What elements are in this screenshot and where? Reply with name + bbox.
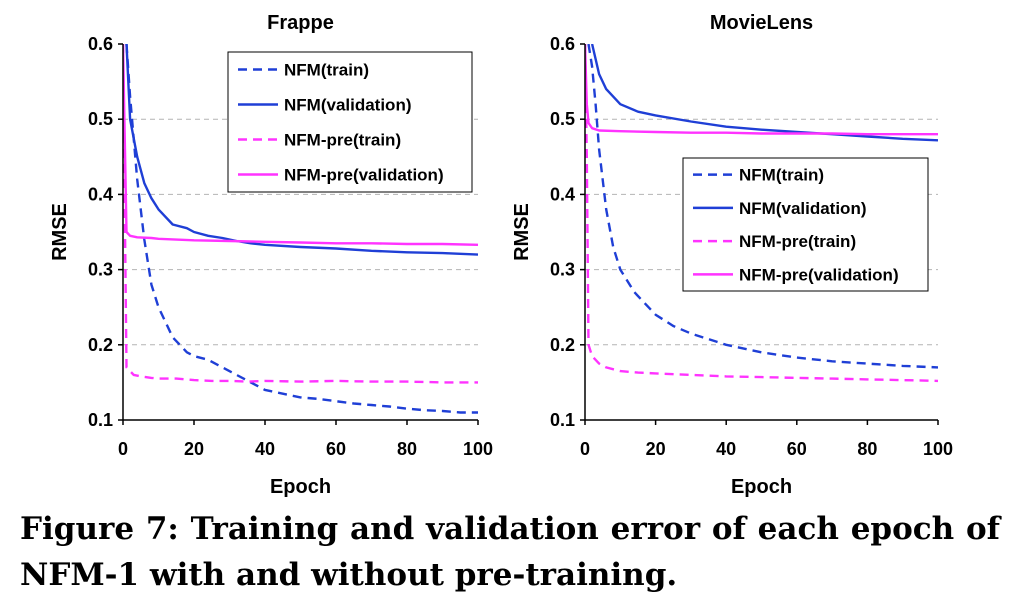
legend-label: NFM-pre(train): [284, 131, 401, 150]
y-axis-label: RMSE: [511, 203, 533, 261]
series-line-nfm-pre-train: [123, 44, 478, 384]
plot-area: [123, 44, 478, 414]
legend-label: NFM(validation): [739, 199, 867, 218]
series-line-nfm-train: [587, 44, 938, 369]
x-tick-label: 60: [787, 439, 807, 459]
y-tick-label: 0.4: [550, 184, 575, 204]
legend-box: [227, 51, 473, 193]
series-line-nfm-pre-train: [585, 44, 938, 383]
x-axis-label: Epoch: [731, 476, 792, 498]
legend-label: NFM-pre(train): [739, 232, 856, 251]
figure-caption: Figure 7: Training and validation error …: [20, 511, 1000, 593]
chart-title: Frappe: [267, 12, 334, 34]
y-tick-label: 0.1: [550, 410, 575, 430]
x-tick-label: 0: [580, 439, 590, 459]
x-tick-label: 20: [646, 439, 666, 459]
chart-panel-1: 0.1 0.2 0.3 0.4 0.5 0.6 0 20 40 60 80 100 Frappe Epoc…: [49, 12, 493, 498]
legend-label: NFM(validation): [284, 96, 412, 115]
x-tick-label: 60: [326, 439, 346, 459]
series-line-nfm-validation: [125, 44, 478, 256]
y-tick-label: 0.2: [88, 335, 113, 355]
x-tick-label: 100: [923, 439, 953, 459]
x-tick-label: 80: [857, 439, 877, 459]
y-tick-label: 0.6: [88, 34, 113, 54]
legend-label: NFM(train): [739, 166, 824, 185]
x-tick-label: 0: [118, 439, 128, 459]
y-tick-label: 0.3: [88, 260, 113, 280]
x-tick-label: 40: [716, 439, 736, 459]
y-tick-label: 0.6: [550, 34, 575, 54]
legend-label: NFM-pre(validation): [739, 265, 899, 284]
legend-box: [682, 157, 929, 292]
y-tick-label: 0.2: [550, 335, 575, 355]
legend-label: NFM-pre(validation): [284, 166, 444, 185]
y-tick-label: 0.3: [550, 260, 575, 280]
x-axis-label: Epoch: [270, 476, 331, 498]
y-tick-label: 0.4: [88, 184, 113, 204]
figure-canvas: 0.1 0.2 0.3 0.4 0.5 0.6 0 20 40 60 80 100 Frappe Epoc…: [49, 12, 953, 498]
y-tick-label: 0.5: [88, 109, 113, 129]
y-axis-label: RMSE: [49, 203, 71, 261]
chart-title: MovieLens: [710, 12, 813, 34]
legend: NFM(train) NFM(validation) NFM-pre(train) N…: [682, 157, 929, 292]
plot-area: [585, 44, 938, 383]
legend: NFM(train) NFM(validation) NFM-pre(train) N…: [227, 51, 473, 193]
series-line-nfm-train: [125, 44, 478, 414]
series-line-nfm-pre-validation: [585, 44, 938, 136]
chart-panel-2: 0.1 0.2 0.3 0.4 0.5 0.6 0 20 40 60 80 100 MovieLens E…: [511, 12, 953, 498]
x-tick-label: 20: [184, 439, 204, 459]
x-tick-label: 80: [397, 439, 417, 459]
x-tick-label: 40: [255, 439, 275, 459]
legend-label: NFM(train): [284, 61, 369, 80]
y-tick-label: 0.1: [88, 410, 113, 430]
series-line-nfm-validation: [590, 44, 938, 142]
y-tick-label: 0.5: [550, 109, 575, 129]
series-line-nfm-pre-validation: [123, 44, 478, 246]
x-tick-label: 100: [463, 439, 493, 459]
